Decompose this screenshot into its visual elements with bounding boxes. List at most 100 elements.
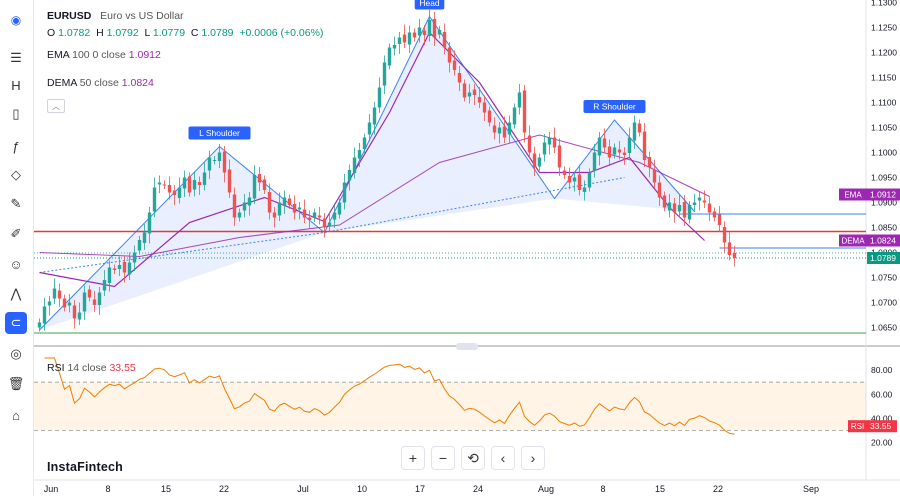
- candle-body: [472, 89, 477, 95]
- dema-legend[interactable]: DEMA 50 close 1.0824: [47, 77, 154, 89]
- candle-body: [547, 137, 552, 145]
- candle-body: [377, 87, 382, 108]
- rsi-tick-label: 20.00: [871, 438, 893, 448]
- price-tick-label: 1.0650: [871, 323, 897, 333]
- dema-name: DEMA: [47, 77, 77, 89]
- ema-params: 100 0 close: [72, 49, 126, 61]
- time-tick-label: 22: [219, 484, 229, 494]
- menu-icon[interactable]: ☰: [10, 50, 22, 65]
- candle-body: [542, 142, 547, 155]
- time-tick-label: Jul: [297, 484, 309, 494]
- candle-body: [117, 265, 122, 269]
- zoom-out-button[interactable]: −: [431, 446, 455, 470]
- rsi-tick-label: 40.00: [871, 413, 893, 423]
- candle-body: [137, 240, 142, 251]
- time-tick-label: 8: [105, 484, 110, 494]
- candle-body: [707, 203, 712, 213]
- candle-body: [607, 146, 612, 158]
- rsi-legend[interactable]: RSI 14 close 33.55: [47, 362, 136, 374]
- candle-body: [667, 202, 672, 211]
- candle-body: [197, 182, 202, 185]
- candle-body: [622, 152, 627, 155]
- candle-body: [487, 110, 492, 123]
- price-label-name-bg: [839, 188, 867, 201]
- candle-body: [382, 62, 387, 86]
- pen-icon[interactable]: ✐: [10, 226, 22, 241]
- candle-body: [512, 107, 517, 125]
- rsi-params: 14 close: [67, 362, 107, 374]
- candle-body: [687, 205, 692, 220]
- ema-legend[interactable]: EMA 100 0 close 1.0912: [47, 49, 161, 61]
- candle-body: [732, 253, 737, 258]
- candle-body: [207, 157, 212, 171]
- eye-icon[interactable]: ◎: [10, 346, 22, 361]
- time-tick-label: 17: [415, 484, 425, 494]
- magnet-icon[interactable]: ⊂: [5, 312, 27, 334]
- pane-resize-handle[interactable]: [456, 343, 478, 350]
- candle-body: [102, 280, 107, 291]
- candle-body: [372, 107, 377, 125]
- candle-body: [652, 169, 657, 183]
- price-tick-label: 1.1150: [871, 73, 897, 83]
- ema-line: [39, 134, 710, 258]
- reset-view-button[interactable]: ⟲: [461, 446, 485, 470]
- candle-body: [327, 222, 332, 227]
- collapse-legend-button[interactable]: ︿: [47, 99, 65, 113]
- zoom-controls: + − ⟲ ‹ ›: [401, 446, 545, 470]
- candle-body: [142, 232, 147, 243]
- price-tick-label: 1.0850: [871, 223, 897, 233]
- node-icon[interactable]: ◇: [11, 167, 21, 182]
- candle-body: [717, 214, 722, 225]
- candle-body: [567, 176, 572, 183]
- candle-body: [442, 32, 447, 48]
- candle-body: [602, 138, 607, 148]
- candle-body: [122, 262, 127, 273]
- candle-body: [147, 212, 152, 234]
- price-tick-label: 1.0750: [871, 273, 897, 283]
- change-value: +0.0006 (+0.06%): [239, 27, 324, 39]
- scroll-right-button[interactable]: ›: [521, 446, 545, 470]
- function-icon[interactable]: ƒ: [12, 138, 20, 154]
- candle-body: [467, 92, 472, 97]
- candle-body: [527, 135, 532, 153]
- candle-body: [257, 174, 262, 183]
- trash-icon[interactable]: 🗑: [7, 376, 25, 391]
- candle-body: [92, 299, 97, 305]
- candle-body: [532, 153, 537, 168]
- candle-body: [232, 194, 237, 218]
- time-tick-label: Aug: [538, 484, 554, 494]
- candles-icon[interactable]: ▯: [12, 106, 20, 121]
- candle-body: [522, 90, 527, 133]
- flag-icon: ◉: [10, 13, 22, 27]
- candle-body: [52, 288, 57, 299]
- price-tick-label: 1.0900: [871, 198, 897, 208]
- candle-body: [317, 215, 322, 218]
- candle-body: [172, 190, 177, 195]
- scroll-left-button[interactable]: ‹: [491, 446, 515, 470]
- candle-body: [552, 137, 557, 148]
- candle-body: [642, 131, 647, 160]
- drawing-toolbar: ☰ H ▯ ƒ ◇ ✎ ✐ ☺ ⋀ ⊂ ◎ 🗑 ⌂ ◉: [0, 0, 34, 496]
- brush-icon[interactable]: ✎: [10, 196, 22, 211]
- emoji-icon[interactable]: ☺: [9, 256, 23, 272]
- pattern-label: L Shoulder: [199, 128, 240, 138]
- pattern-fill: [554, 120, 695, 212]
- price-tick-label: 1.1250: [871, 23, 897, 33]
- candle-body: [637, 123, 642, 133]
- candle-body: [307, 217, 312, 220]
- rsi-value: 33.55: [109, 362, 136, 374]
- price-label-name-bg: [839, 234, 867, 247]
- candle-body: [252, 175, 257, 199]
- low-label: L: [144, 27, 150, 39]
- candle-body: [152, 187, 157, 212]
- pattern-icon[interactable]: ⋀: [10, 286, 22, 301]
- timeframe-icon[interactable]: H: [11, 77, 21, 93]
- zoom-in-button[interactable]: +: [401, 446, 425, 470]
- candle-body: [42, 306, 47, 324]
- price-label-bg: [867, 234, 900, 247]
- camera-icon[interactable]: ⌂: [12, 407, 20, 423]
- open-label: O: [47, 27, 56, 39]
- candle-body: [422, 30, 427, 35]
- low-value: 1.0779: [152, 27, 186, 39]
